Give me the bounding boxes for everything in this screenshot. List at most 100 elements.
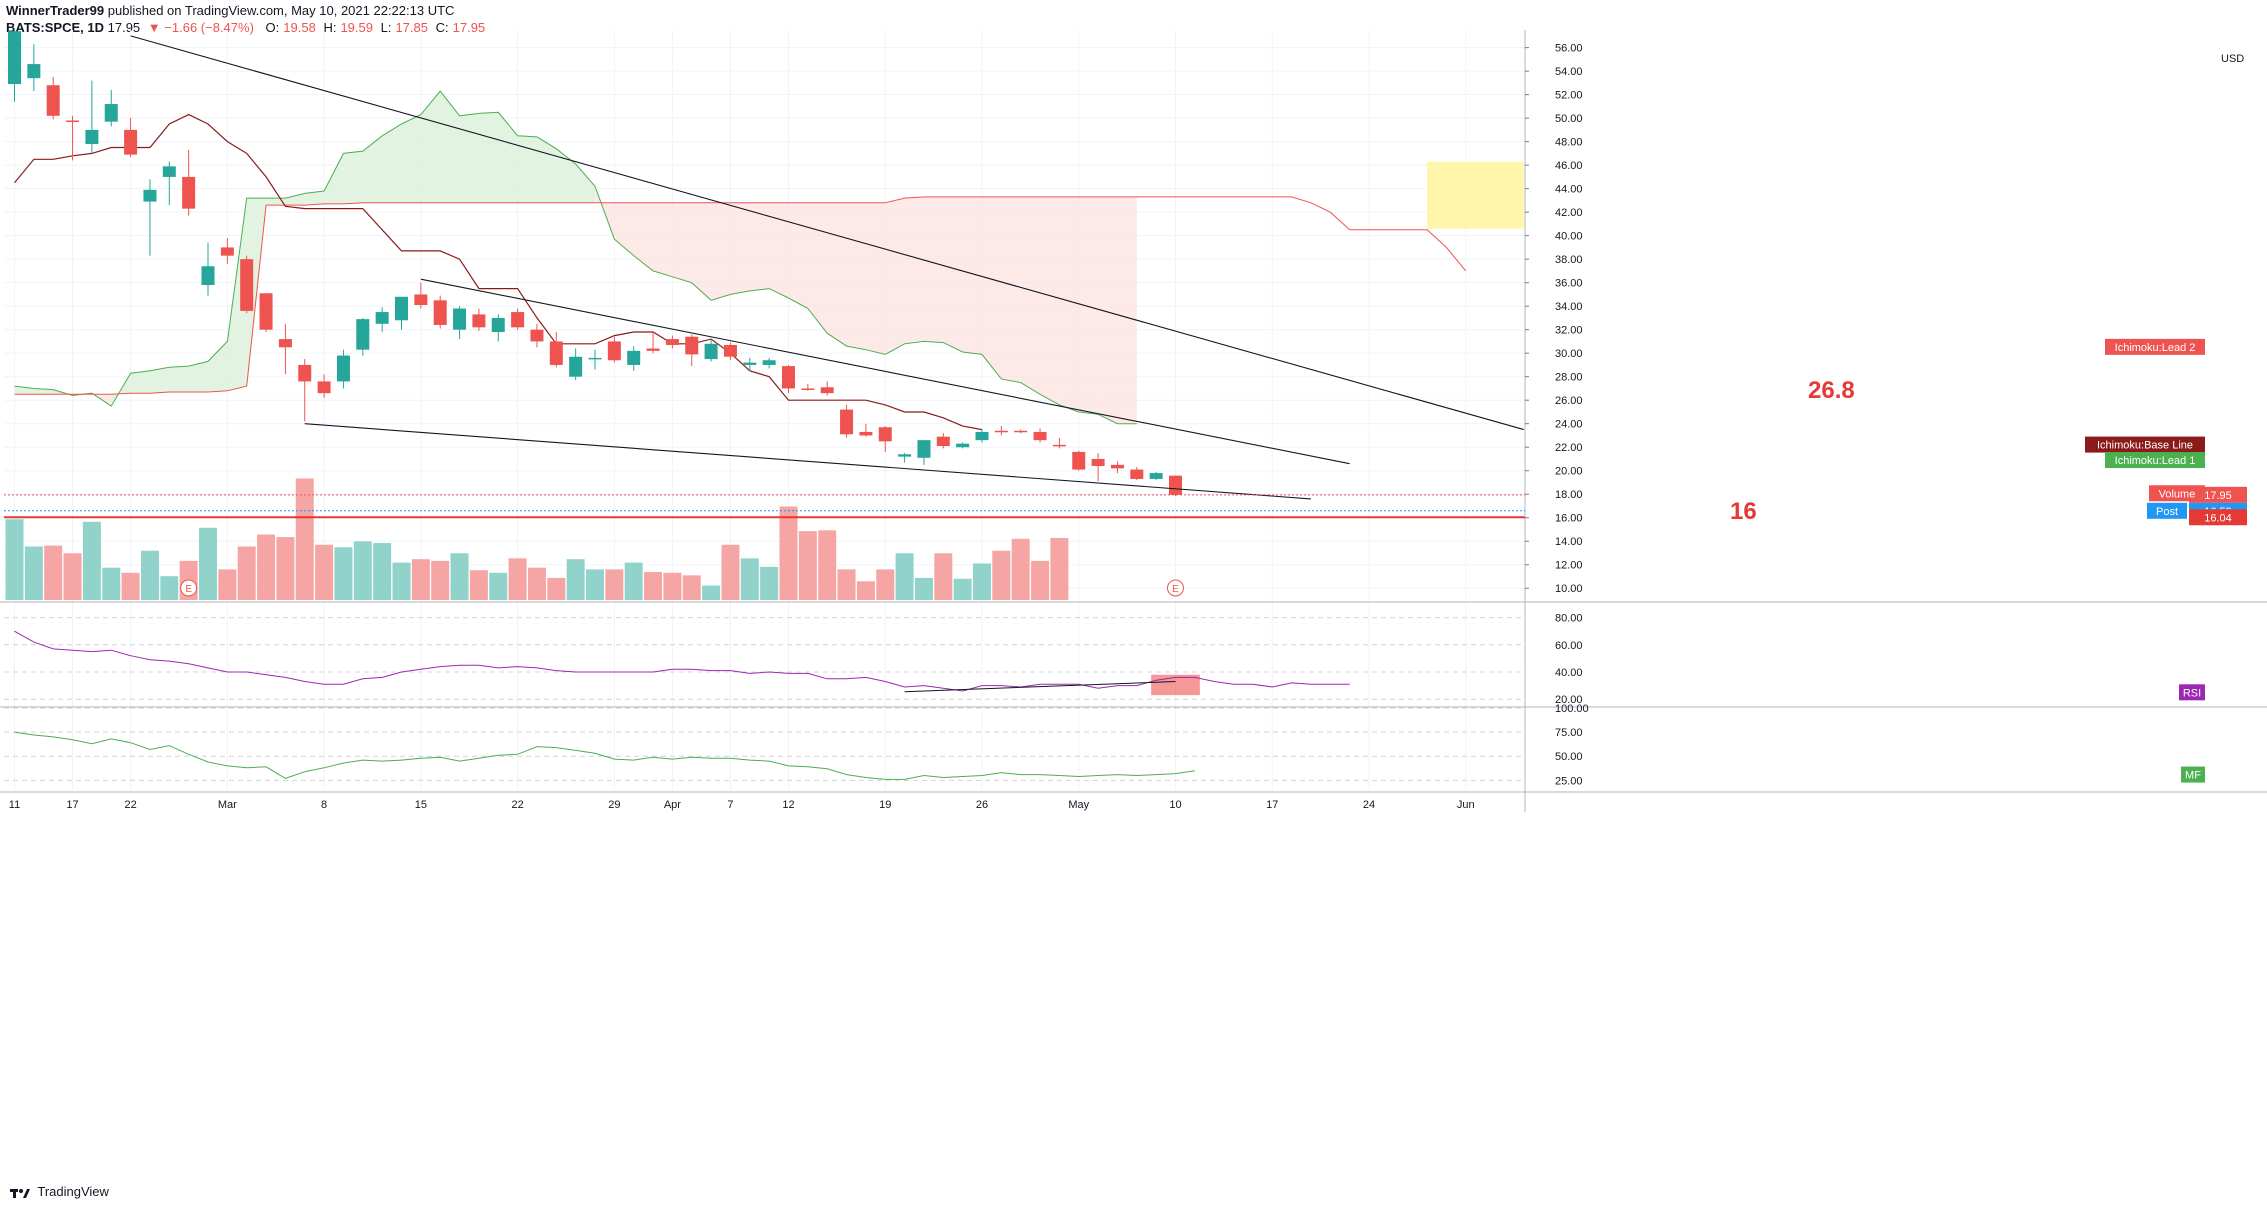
change-indicator: ▼ −1.66 (−8.47%) [147,20,254,35]
mf-label-text: MF [2185,770,2201,782]
candle-body [1169,475,1182,495]
candle-body [104,104,118,122]
support-price-label-text: 16.04 [2204,512,2232,524]
symbol-label[interactable]: BATS:SPCE, 1D [6,20,104,35]
lead1-label-bg [2105,452,2205,469]
chart-header: WinnerTrader99 published on TradingView.… [6,2,489,36]
high-value: 19.59 [340,20,373,35]
time-tick-label: 15 [415,799,427,811]
volume-bar [199,527,217,600]
volume-bar [702,585,721,600]
rsi-tick-label: 80.00 [1555,613,1583,625]
volume-bar [160,576,179,600]
kumo-segment [788,202,808,309]
rsi-tick-label: 40.00 [1555,667,1583,679]
price-tick-label: 42.00 [1555,207,1583,219]
kumo-segment [943,196,963,353]
mf-tick-label: 100.00 [1555,703,1589,715]
candle-body [762,360,776,365]
kumo-segment [653,202,673,277]
candle-body [588,357,602,360]
candle-body [491,317,505,333]
candle-body [27,64,41,79]
kumo-segment [730,202,750,295]
price-tick-label: 38.00 [1555,254,1583,266]
candle-body [453,308,467,330]
base-line-label: Ichimoku:Base Line [2085,436,2205,453]
kumo-segment [304,191,325,206]
volume-bar [798,531,817,600]
time-tick-label: Mar [218,799,237,811]
kumo-segment [614,202,634,256]
kumo-segment [885,198,905,355]
time-tick-label: 8 [321,799,327,811]
candle-body [298,364,312,382]
ohlc-line: BATS:SPCE, 1D 17.95 ▼ −1.66 (−8.47%) O: 1… [6,19,489,36]
close-value: 17.95 [452,20,486,35]
kumo-segment [982,196,1002,380]
price-tick-label: 40.00 [1555,231,1583,243]
earnings-label: E [185,584,192,595]
volume-bar [818,530,837,600]
candle-body [511,312,525,328]
lead2-label-bg [2105,338,2205,355]
kumo-segment [440,91,460,203]
rsi-line [14,630,1350,692]
lead2-label: Ichimoku:Lead 2 [2105,338,2205,355]
volume-bar [566,559,585,600]
volume-bar [837,569,856,600]
volume-bar [315,544,334,600]
time-tick-label: 29 [608,799,620,811]
candle-body [704,343,718,360]
mf-tick-label: 25.00 [1555,775,1583,787]
grid [4,30,1525,790]
price-tick-label: 18.00 [1555,489,1583,501]
footer-brand[interactable]: TradingView [10,1184,109,1199]
volume-bar [1011,538,1030,600]
post-tag-bg [2147,502,2187,519]
brand-name: TradingView [37,1184,109,1199]
kumo-segment [865,202,886,355]
candle-body [840,409,854,435]
volume-bar [914,577,933,600]
time-tick-label: 26 [976,799,988,811]
volume-series [5,478,1069,600]
kumo-segment [459,113,479,203]
candle-body [994,430,1008,433]
author-name[interactable]: WinnerTrader99 [6,3,105,18]
kumo-segment [633,202,654,271]
price-tick-label: 16.00 [1555,513,1583,525]
volume-bar [721,544,740,600]
price-tick-label: 14.00 [1555,536,1583,548]
kumo-segment [343,151,363,204]
candle-body [8,31,21,85]
time-tick-label: Apr [664,799,681,811]
candle-body [317,381,331,394]
price-tick-label: 28.00 [1555,372,1583,384]
price-tick-label: 20.00 [1555,466,1583,478]
lead2-label-text: Ichimoku:Lead 2 [2115,342,2196,354]
volume-bar [508,558,527,600]
earnings-label: E [1172,584,1179,595]
time-tick-label: 24 [1363,799,1375,811]
volume-bar [102,567,121,600]
base-line-label-text: Ichimoku:Base Line [2097,440,2193,452]
candle-body [1052,444,1066,447]
volume-label: Volume [2149,485,2205,502]
candle-body [1091,458,1105,467]
volume-bar [392,562,411,600]
volume-bar [5,519,24,600]
kumo-segment [769,202,789,298]
open-value: 19.58 [283,20,316,35]
highlight-zone [1427,161,1524,229]
volume-bar [140,550,159,600]
kumo-segment [807,202,828,334]
volume-bar [411,559,430,600]
price-tick-label: 30.00 [1555,348,1583,360]
candle-body [1130,469,1144,479]
time-tick-label: 10 [1169,799,1181,811]
kumo-segment [1098,196,1118,424]
volume-bar [973,563,991,600]
candle-body [1149,473,1163,479]
